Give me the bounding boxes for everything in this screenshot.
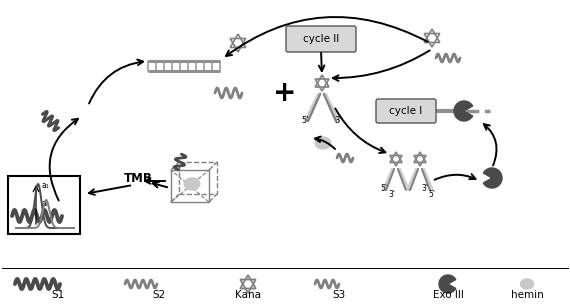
Text: S2: S2 [152, 290, 166, 300]
Wedge shape [483, 168, 502, 188]
Wedge shape [439, 275, 456, 293]
Text: cycle I: cycle I [389, 106, 422, 116]
Text: 3': 3' [334, 116, 342, 125]
Text: TMB: TMB [124, 171, 152, 185]
Text: 3': 3' [389, 190, 396, 199]
Text: 5': 5' [302, 116, 309, 125]
Wedge shape [454, 101, 473, 121]
Text: a₁: a₁ [41, 181, 49, 189]
FancyBboxPatch shape [286, 26, 356, 52]
Ellipse shape [184, 178, 200, 190]
Bar [8, 176, 80, 234]
Text: hemin: hemin [511, 290, 543, 300]
Text: S1: S1 [51, 290, 64, 300]
FancyBboxPatch shape [376, 99, 436, 123]
Text: S3: S3 [332, 290, 345, 300]
Ellipse shape [315, 137, 331, 149]
Text: a₀: a₀ [41, 200, 49, 208]
Text: cycle II: cycle II [303, 34, 339, 44]
Text: 3': 3' [421, 184, 429, 193]
Text: 5': 5' [429, 190, 435, 199]
Text: 5': 5' [381, 184, 388, 193]
Text: Exo III: Exo III [433, 290, 463, 300]
Text: +: + [273, 79, 297, 107]
Ellipse shape [520, 279, 534, 289]
Text: Kana: Kana [235, 290, 261, 300]
